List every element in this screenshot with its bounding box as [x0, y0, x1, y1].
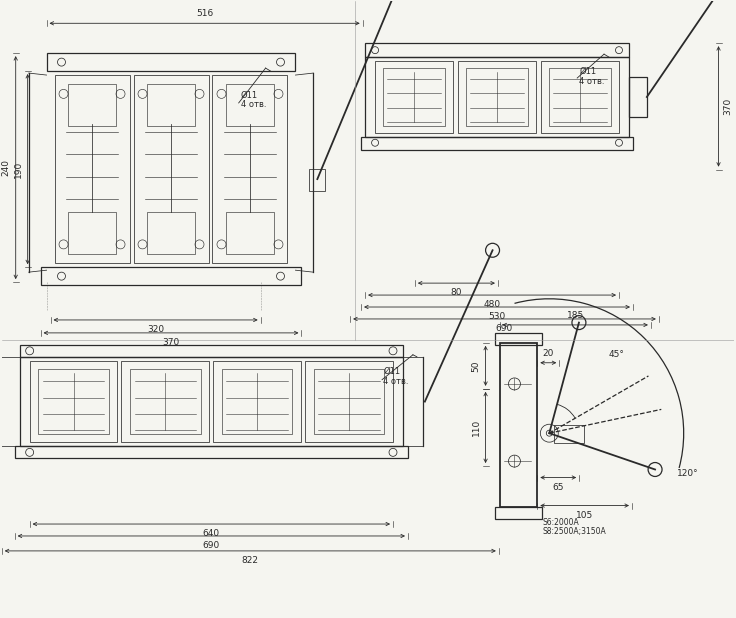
Text: 50: 50: [472, 360, 481, 371]
Bar: [222, 369, 292, 434]
Text: 65: 65: [553, 483, 564, 491]
Bar: [38, 369, 109, 434]
Bar: [309, 169, 325, 191]
Bar: [213, 75, 288, 263]
Text: S8:2500А;3150А: S8:2500А;3150А: [542, 528, 606, 536]
Text: 80: 80: [450, 288, 462, 297]
Bar: [500, 343, 537, 507]
Bar: [541, 61, 619, 133]
Bar: [20, 345, 403, 357]
Text: 530: 530: [489, 312, 506, 321]
Bar: [383, 68, 445, 125]
Text: 320: 320: [147, 325, 164, 334]
Bar: [20, 357, 403, 446]
Bar: [458, 61, 536, 133]
Text: 240: 240: [1, 159, 11, 176]
Bar: [629, 77, 647, 117]
Text: 185: 185: [567, 311, 584, 320]
Bar: [40, 267, 302, 285]
Bar: [495, 507, 542, 519]
Bar: [361, 137, 633, 150]
Text: Ø11: Ø11: [241, 90, 258, 99]
Bar: [15, 446, 408, 459]
Bar: [554, 425, 584, 443]
Text: 20: 20: [542, 349, 554, 358]
Bar: [375, 61, 453, 133]
Text: 640: 640: [202, 529, 220, 538]
Circle shape: [572, 316, 586, 329]
Bar: [147, 213, 195, 254]
Bar: [29, 361, 118, 442]
Bar: [549, 68, 611, 125]
Bar: [365, 57, 629, 137]
Text: 516: 516: [196, 9, 213, 19]
Bar: [226, 85, 274, 126]
Text: 105: 105: [576, 510, 593, 520]
Text: 822: 822: [241, 556, 259, 565]
Bar: [305, 361, 393, 442]
Text: 4 отв.: 4 отв.: [241, 100, 266, 109]
Circle shape: [648, 462, 662, 476]
Text: S6:2000А: S6:2000А: [542, 517, 579, 527]
Circle shape: [486, 243, 500, 257]
Text: Ø11: Ø11: [383, 367, 400, 376]
Text: 110: 110: [472, 419, 481, 436]
Bar: [147, 85, 195, 126]
Text: 370: 370: [723, 98, 732, 115]
Bar: [46, 53, 295, 71]
Bar: [466, 68, 528, 125]
Text: 690: 690: [496, 324, 513, 333]
Text: 4 отв.: 4 отв.: [383, 377, 408, 386]
Text: Ø11: Ø11: [579, 67, 596, 75]
Bar: [213, 361, 301, 442]
Text: 690: 690: [202, 541, 220, 550]
Text: 120°: 120°: [676, 468, 698, 478]
Bar: [226, 213, 274, 254]
Text: 480: 480: [484, 300, 500, 309]
Text: 370: 370: [163, 338, 180, 347]
Bar: [121, 361, 209, 442]
Bar: [133, 75, 208, 263]
Bar: [54, 75, 130, 263]
Bar: [495, 333, 542, 345]
Bar: [314, 369, 384, 434]
Text: 45°: 45°: [609, 350, 625, 359]
Bar: [68, 213, 116, 254]
Text: 190: 190: [14, 161, 23, 178]
Bar: [68, 85, 116, 126]
Bar: [130, 369, 200, 434]
Text: 4 отв.: 4 отв.: [579, 77, 605, 85]
Bar: [365, 43, 629, 57]
